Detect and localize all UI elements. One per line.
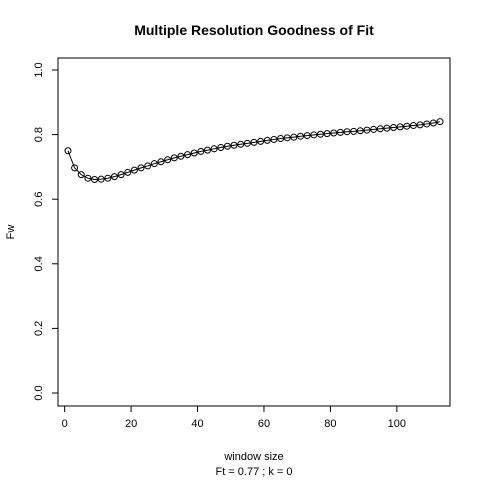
x-tick-label: 0 bbox=[62, 418, 68, 430]
data-point bbox=[203, 146, 211, 154]
data-point bbox=[71, 164, 79, 172]
data-point bbox=[243, 139, 251, 147]
data-point bbox=[137, 164, 145, 172]
data-point bbox=[356, 127, 364, 135]
data-point bbox=[303, 132, 311, 140]
chart-subtitle: Ft = 0.77 ; k = 0 bbox=[215, 466, 292, 478]
data-point bbox=[409, 122, 417, 130]
data-point bbox=[429, 119, 437, 127]
data-point bbox=[350, 127, 358, 135]
data-point bbox=[150, 160, 158, 168]
y-tick-label: 0.8 bbox=[33, 127, 45, 142]
y-tick-label: 1.0 bbox=[33, 62, 45, 77]
x-tick-label: 20 bbox=[125, 418, 137, 430]
data-point bbox=[223, 142, 231, 150]
data-point bbox=[197, 147, 205, 155]
data-point bbox=[376, 125, 384, 133]
data-point bbox=[336, 128, 344, 136]
data-point bbox=[110, 173, 118, 181]
y-tick-label: 0.6 bbox=[33, 192, 45, 207]
data-point bbox=[91, 176, 99, 183]
data-point bbox=[184, 151, 192, 159]
data-point bbox=[283, 134, 291, 142]
y-tick-label: 0.4 bbox=[33, 256, 45, 271]
data-point bbox=[257, 137, 265, 145]
x-tick-label: 100 bbox=[388, 418, 406, 430]
x-axis-label: window size bbox=[223, 451, 283, 463]
data-point bbox=[423, 120, 431, 128]
data-point bbox=[124, 168, 132, 176]
data-point bbox=[277, 134, 285, 142]
data-point bbox=[390, 123, 398, 131]
data-point bbox=[117, 171, 125, 179]
data-point bbox=[170, 154, 178, 162]
y-axis-label: Fw bbox=[5, 225, 17, 240]
data-point bbox=[316, 130, 324, 138]
data-point bbox=[270, 135, 278, 143]
data-point bbox=[84, 174, 92, 182]
data-point bbox=[64, 147, 72, 155]
data-point bbox=[370, 125, 378, 133]
data-point bbox=[77, 171, 85, 179]
data-point bbox=[396, 123, 404, 131]
data-point bbox=[297, 132, 305, 140]
series-points bbox=[64, 118, 444, 183]
y-tick-label: 0.0 bbox=[33, 385, 45, 400]
plot-frame bbox=[57, 57, 451, 407]
data-point bbox=[290, 133, 298, 141]
y-tick-label: 0.2 bbox=[33, 321, 45, 336]
data-point bbox=[383, 124, 391, 132]
data-point bbox=[330, 129, 338, 137]
data-point bbox=[403, 122, 411, 130]
data-point bbox=[97, 175, 105, 183]
data-point bbox=[263, 136, 271, 144]
data-point bbox=[323, 130, 331, 138]
chart-title: Multiple Resolution Goodness of Fit bbox=[134, 22, 374, 38]
data-point bbox=[363, 126, 371, 134]
data-point bbox=[164, 156, 172, 164]
x-axis: 0 20 40 60 80 100 bbox=[62, 406, 406, 430]
data-point bbox=[190, 149, 198, 157]
data-point bbox=[144, 162, 152, 170]
x-tick-label: 80 bbox=[324, 418, 336, 430]
x-tick-label: 40 bbox=[191, 418, 203, 430]
data-point bbox=[217, 144, 225, 152]
series-line bbox=[67, 121, 441, 181]
data-point bbox=[416, 121, 424, 129]
data-point bbox=[230, 141, 238, 149]
data-point bbox=[237, 140, 245, 148]
data-point bbox=[177, 152, 185, 160]
data-point bbox=[310, 131, 318, 139]
data-point bbox=[250, 138, 258, 146]
data-point bbox=[157, 158, 165, 166]
data-point bbox=[436, 118, 444, 126]
data-point bbox=[104, 174, 112, 182]
data-point bbox=[343, 128, 351, 136]
x-tick-label: 60 bbox=[258, 418, 270, 430]
data-point bbox=[130, 166, 138, 174]
data-point bbox=[210, 145, 218, 153]
y-axis: 0.0 0.2 0.4 0.6 0.8 1.0 bbox=[33, 62, 58, 401]
